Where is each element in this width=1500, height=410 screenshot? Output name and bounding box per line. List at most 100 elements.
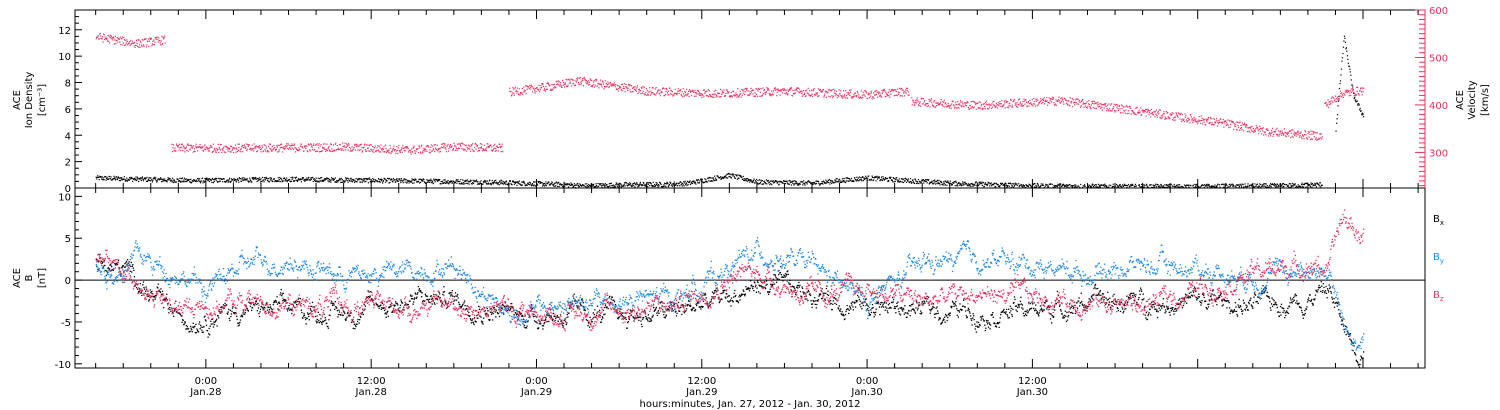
density-point [988, 182, 990, 184]
density-point [771, 183, 773, 186]
density-point [1340, 68, 1343, 70]
density-point [503, 181, 505, 183]
density-point [850, 177, 853, 180]
density-point [385, 179, 387, 181]
velocity-point [1099, 102, 1101, 105]
density-point [959, 182, 961, 185]
density-point [243, 178, 245, 180]
velocity-point [245, 143, 247, 145]
density-point [767, 179, 769, 182]
density-point [950, 182, 952, 184]
velocity-point [788, 89, 790, 91]
velocity-point [845, 97, 847, 99]
density-point [883, 178, 885, 180]
velocity-point [1145, 115, 1147, 117]
density-point [189, 181, 191, 183]
velocity-point [132, 40, 134, 42]
velocity-point [291, 147, 294, 149]
density-point [437, 178, 439, 181]
velocity-point [659, 89, 661, 91]
velocity-point [669, 93, 672, 95]
velocity-point [850, 97, 853, 99]
velocity-point [1039, 100, 1041, 103]
velocity-point [1087, 105, 1089, 107]
velocity-point [107, 34, 109, 37]
density-point [1037, 184, 1040, 186]
velocity-point [984, 107, 986, 110]
density-point [604, 186, 606, 188]
velocity-point [129, 41, 131, 43]
velocity-point [688, 89, 691, 91]
velocity-point [801, 95, 803, 97]
velocity-point [731, 96, 733, 98]
density-point [1256, 183, 1258, 185]
density-point [1014, 182, 1016, 184]
velocity-point [210, 145, 212, 147]
density-point [523, 180, 525, 182]
velocity-point [1084, 103, 1086, 105]
density-point [518, 182, 520, 185]
density-point [1295, 186, 1297, 189]
velocity-point [327, 148, 329, 150]
density-point [968, 184, 971, 186]
density-point [804, 182, 806, 184]
velocity-point [1172, 119, 1174, 121]
velocity-point [346, 143, 348, 145]
density-point [1127, 183, 1130, 186]
density-point [1140, 186, 1142, 189]
velocity-point [572, 82, 575, 85]
velocity-point [401, 151, 403, 153]
velocity-point [119, 36, 121, 38]
density-point [1031, 186, 1034, 188]
velocity-point [1121, 108, 1123, 110]
velocity-point [742, 89, 744, 91]
density-point [503, 183, 505, 185]
density-point [716, 179, 718, 181]
density-point [815, 180, 817, 182]
density-point [858, 180, 860, 182]
density-point [977, 185, 979, 187]
velocity-point [696, 93, 698, 95]
velocity-point [271, 145, 273, 148]
density-point [1116, 183, 1118, 186]
velocity-point [669, 87, 671, 89]
velocity-point [724, 95, 727, 97]
density-point [1177, 185, 1179, 187]
density-point [1078, 185, 1080, 187]
velocity-point [902, 89, 904, 91]
density-point [367, 178, 369, 180]
velocity-point [671, 93, 673, 96]
velocity-point [850, 89, 852, 91]
density-point [811, 182, 813, 185]
density-point [554, 185, 556, 188]
velocity-point [712, 93, 714, 95]
velocity-point [838, 95, 840, 97]
velocity-point [1090, 107, 1092, 110]
velocity-point [1114, 111, 1116, 113]
density-point [627, 185, 629, 187]
velocity-point [281, 146, 283, 149]
density-tick-label: 12 [58, 26, 71, 37]
velocity-point [1138, 109, 1140, 111]
density-point [1151, 186, 1154, 189]
velocity-point [628, 85, 630, 87]
velocity-point [388, 152, 391, 154]
density-point [1210, 185, 1213, 187]
velocity-point [661, 91, 663, 93]
velocity-point [395, 150, 397, 152]
density-point [372, 180, 374, 182]
density-point [164, 178, 166, 180]
density-point [1361, 113, 1363, 115]
velocity-point [1186, 121, 1188, 123]
velocity-point [1028, 105, 1030, 107]
density-point [284, 178, 286, 180]
velocity-point [862, 91, 864, 93]
density-point [803, 183, 805, 185]
density-point [116, 176, 118, 178]
density-point [1238, 184, 1240, 186]
velocity-point [417, 148, 419, 150]
density-point [860, 178, 862, 180]
density-point [658, 185, 660, 187]
density-point [179, 180, 181, 182]
velocity-point [242, 151, 244, 153]
